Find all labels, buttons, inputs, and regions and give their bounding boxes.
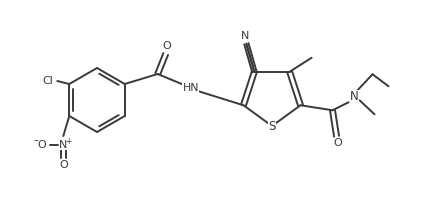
Text: O: O (59, 160, 68, 170)
Text: N: N (59, 140, 68, 150)
Text: N: N (241, 31, 250, 41)
Text: +: + (65, 136, 72, 146)
Text: N: N (350, 90, 359, 103)
Text: S: S (268, 119, 276, 133)
Text: O: O (333, 138, 342, 148)
Text: HN: HN (183, 83, 199, 93)
Text: O: O (37, 140, 46, 150)
Text: –: – (34, 135, 39, 145)
Text: Cl: Cl (43, 76, 54, 86)
Text: O: O (162, 41, 171, 51)
